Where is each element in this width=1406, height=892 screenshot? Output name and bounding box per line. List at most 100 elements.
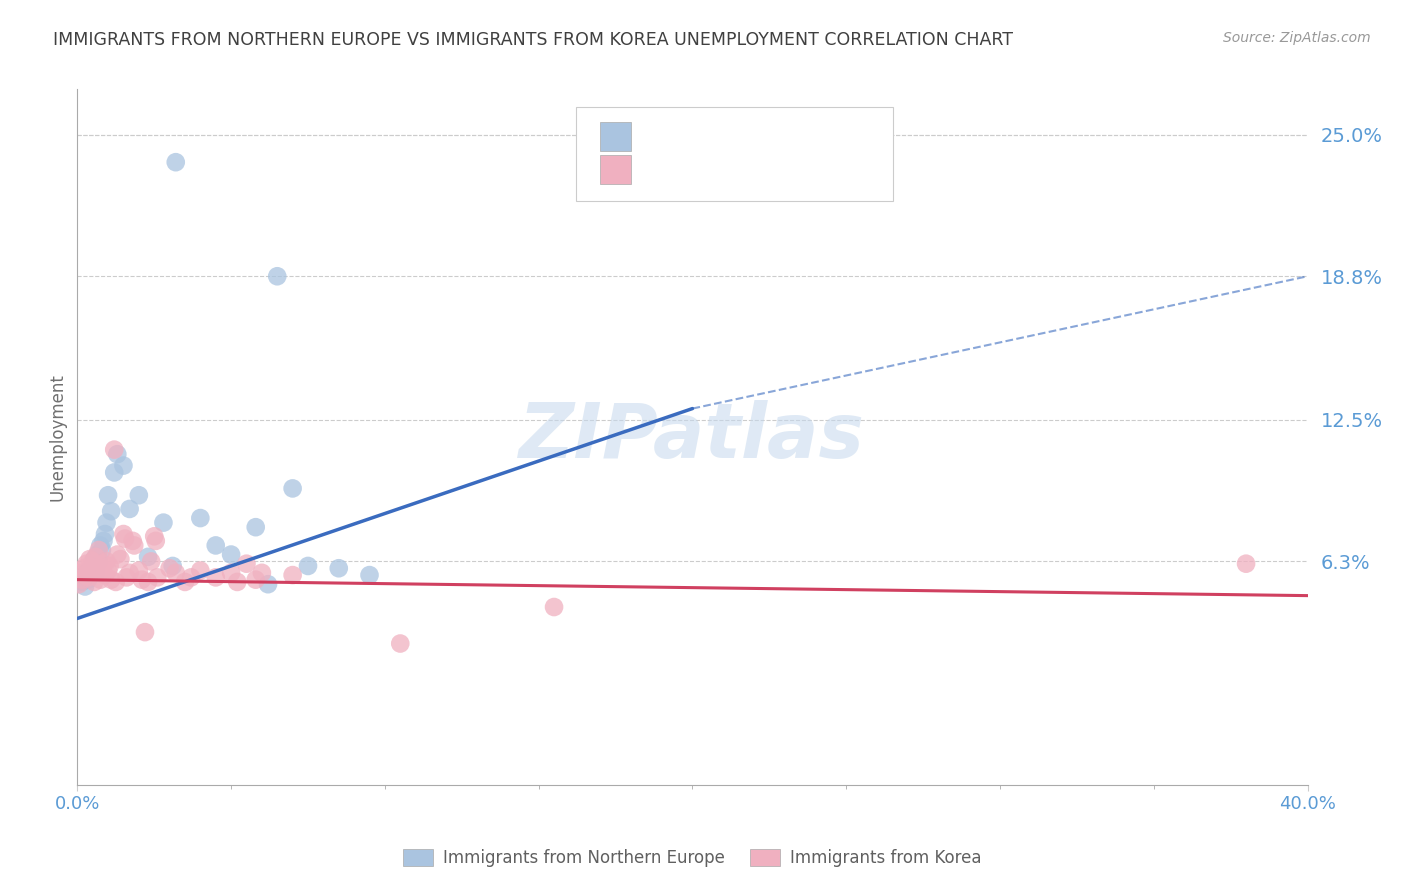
- Point: [80, 568, 103, 582]
- Point: [72, 570, 94, 584]
- Point: [89, 538, 111, 552]
- Point: [118, 502, 141, 516]
- Point: [297, 558, 319, 573]
- Point: [136, 574, 159, 589]
- Point: [257, 577, 280, 591]
- Point: [162, 558, 184, 573]
- Point: [204, 570, 226, 584]
- Point: [96, 516, 118, 530]
- Point: [93, 533, 115, 548]
- Point: [359, 568, 381, 582]
- Point: [90, 561, 114, 575]
- Point: [226, 574, 249, 589]
- Point: [145, 533, 167, 548]
- Point: [86, 566, 108, 580]
- Point: [80, 564, 103, 578]
- Point: [165, 155, 187, 169]
- Point: [86, 548, 108, 562]
- Text: N =: N =: [761, 161, 813, 178]
- Point: [219, 548, 242, 562]
- Text: R =: R =: [645, 128, 685, 145]
- Point: [98, 558, 121, 573]
- Point: [69, 566, 91, 580]
- Point: [79, 564, 101, 578]
- Text: -0.084: -0.084: [688, 161, 752, 178]
- Point: [219, 566, 242, 580]
- Point: [100, 504, 122, 518]
- Point: [97, 488, 120, 502]
- Point: [152, 516, 174, 530]
- Point: [328, 561, 350, 575]
- Point: [543, 600, 565, 615]
- Point: [131, 573, 153, 587]
- Point: [118, 566, 141, 580]
- Point: [97, 564, 120, 578]
- Point: [103, 442, 125, 457]
- Point: [70, 574, 93, 589]
- Point: [389, 636, 412, 650]
- Point: [105, 548, 128, 562]
- Point: [250, 566, 273, 580]
- Point: [165, 566, 187, 580]
- Point: [110, 552, 132, 566]
- Point: [84, 566, 107, 580]
- Point: [83, 574, 105, 589]
- Point: [79, 552, 101, 566]
- Point: [89, 573, 111, 587]
- Point: [76, 557, 98, 571]
- Point: [174, 574, 197, 589]
- Point: [136, 549, 159, 564]
- Text: 38: 38: [810, 128, 835, 145]
- Point: [281, 568, 304, 582]
- Point: [122, 538, 145, 552]
- Point: [83, 552, 105, 566]
- Point: [87, 554, 110, 568]
- Text: R =: R =: [645, 161, 685, 178]
- Text: IMMIGRANTS FROM NORTHERN EUROPE VS IMMIGRANTS FROM KOREA UNEMPLOYMENT CORRELATIO: IMMIGRANTS FROM NORTHERN EUROPE VS IMMIG…: [53, 31, 1014, 49]
- Point: [235, 557, 257, 571]
- Point: [70, 573, 93, 587]
- Point: [146, 570, 169, 584]
- Y-axis label: Unemployment: Unemployment: [48, 373, 66, 501]
- Point: [103, 466, 125, 480]
- Point: [90, 543, 114, 558]
- Point: [96, 554, 118, 568]
- Point: [266, 269, 288, 284]
- Text: 0.350: 0.350: [688, 128, 751, 145]
- Point: [76, 566, 98, 580]
- Point: [105, 447, 128, 461]
- Text: 55: 55: [810, 161, 835, 178]
- Point: [100, 573, 122, 587]
- Point: [77, 573, 100, 587]
- Point: [114, 532, 136, 546]
- Point: [94, 568, 117, 582]
- Point: [180, 570, 202, 584]
- Point: [84, 549, 107, 564]
- Point: [87, 543, 110, 558]
- Point: [143, 529, 166, 543]
- Point: [93, 557, 115, 571]
- Point: [82, 558, 104, 573]
- Point: [245, 573, 267, 587]
- Point: [77, 570, 100, 584]
- Point: [281, 482, 304, 496]
- Point: [115, 570, 138, 584]
- Point: [245, 520, 267, 534]
- Point: [112, 458, 135, 473]
- Text: ZIPatlas: ZIPatlas: [519, 401, 866, 474]
- Point: [104, 574, 127, 589]
- Point: [190, 564, 212, 578]
- Point: [1234, 557, 1257, 571]
- Point: [128, 564, 150, 578]
- Point: [73, 580, 96, 594]
- Point: [94, 527, 117, 541]
- Point: [159, 561, 181, 575]
- Point: [134, 625, 156, 640]
- Point: [72, 561, 94, 575]
- Point: [112, 527, 135, 541]
- Point: [82, 554, 104, 568]
- Text: Source: ZipAtlas.com: Source: ZipAtlas.com: [1223, 31, 1371, 45]
- Point: [128, 488, 150, 502]
- Point: [141, 554, 163, 568]
- Text: N =: N =: [761, 128, 813, 145]
